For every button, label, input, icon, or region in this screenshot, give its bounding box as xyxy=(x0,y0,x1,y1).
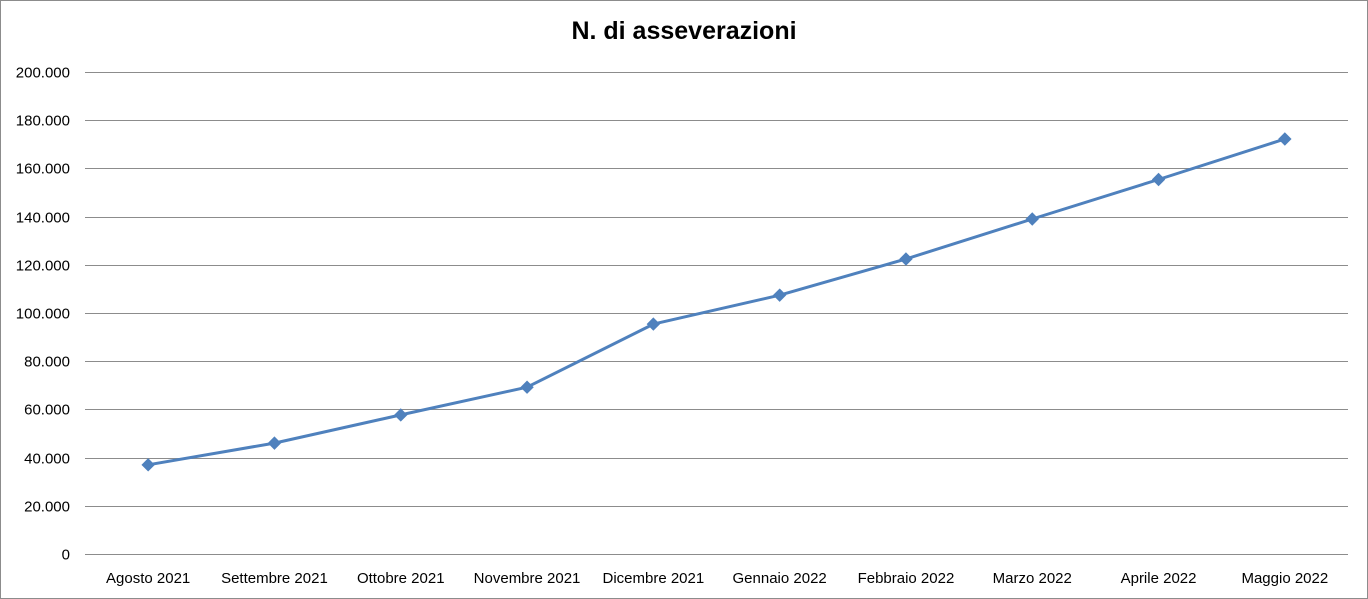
series-line xyxy=(147,137,1286,467)
x-tick-label: Agosto 2021 xyxy=(106,570,190,587)
y-tick-label: 60.000 xyxy=(24,402,70,419)
x-tick-label: Gennaio 2022 xyxy=(733,570,827,587)
x-tick-label: Dicembre 2021 xyxy=(602,570,704,587)
data-point-marker xyxy=(141,458,155,472)
x-tick-label: Ottobre 2021 xyxy=(357,570,445,587)
data-point-marker xyxy=(646,317,661,331)
data-point-marker xyxy=(1025,212,1039,226)
data-point-marker xyxy=(772,288,787,302)
x-tick-label: Marzo 2022 xyxy=(993,570,1072,587)
x-tick-label: Settembre 2021 xyxy=(221,570,328,587)
x-tick-label: Aprile 2022 xyxy=(1121,570,1197,587)
data-point-marker xyxy=(899,252,913,266)
y-tick-label: 0 xyxy=(62,547,70,564)
x-tick-label: Novembre 2021 xyxy=(474,570,581,587)
data-point-marker xyxy=(267,436,282,450)
y-tick-label: 80.000 xyxy=(24,354,70,371)
y-tick-label: 120.000 xyxy=(16,258,70,275)
data-point-marker xyxy=(520,380,534,394)
chart-title: N. di asseverazioni xyxy=(571,17,797,45)
y-tick-label: 180.000 xyxy=(16,113,70,130)
y-tick-label: 140.000 xyxy=(16,210,70,227)
x-tick-label: Febbraio 2022 xyxy=(858,570,955,587)
data-point-marker xyxy=(1278,132,1292,146)
data-point-marker xyxy=(1151,172,1166,187)
x-tick-label: Maggio 2022 xyxy=(1241,570,1328,587)
y-tick-label: 100.000 xyxy=(16,306,70,323)
y-tick-label: 160.000 xyxy=(16,161,70,178)
data-point-marker xyxy=(394,408,408,422)
y-tick-label: 200.000 xyxy=(16,65,70,82)
y-tick-label: 20.000 xyxy=(24,499,70,516)
y-tick-label: 40.000 xyxy=(24,451,70,468)
